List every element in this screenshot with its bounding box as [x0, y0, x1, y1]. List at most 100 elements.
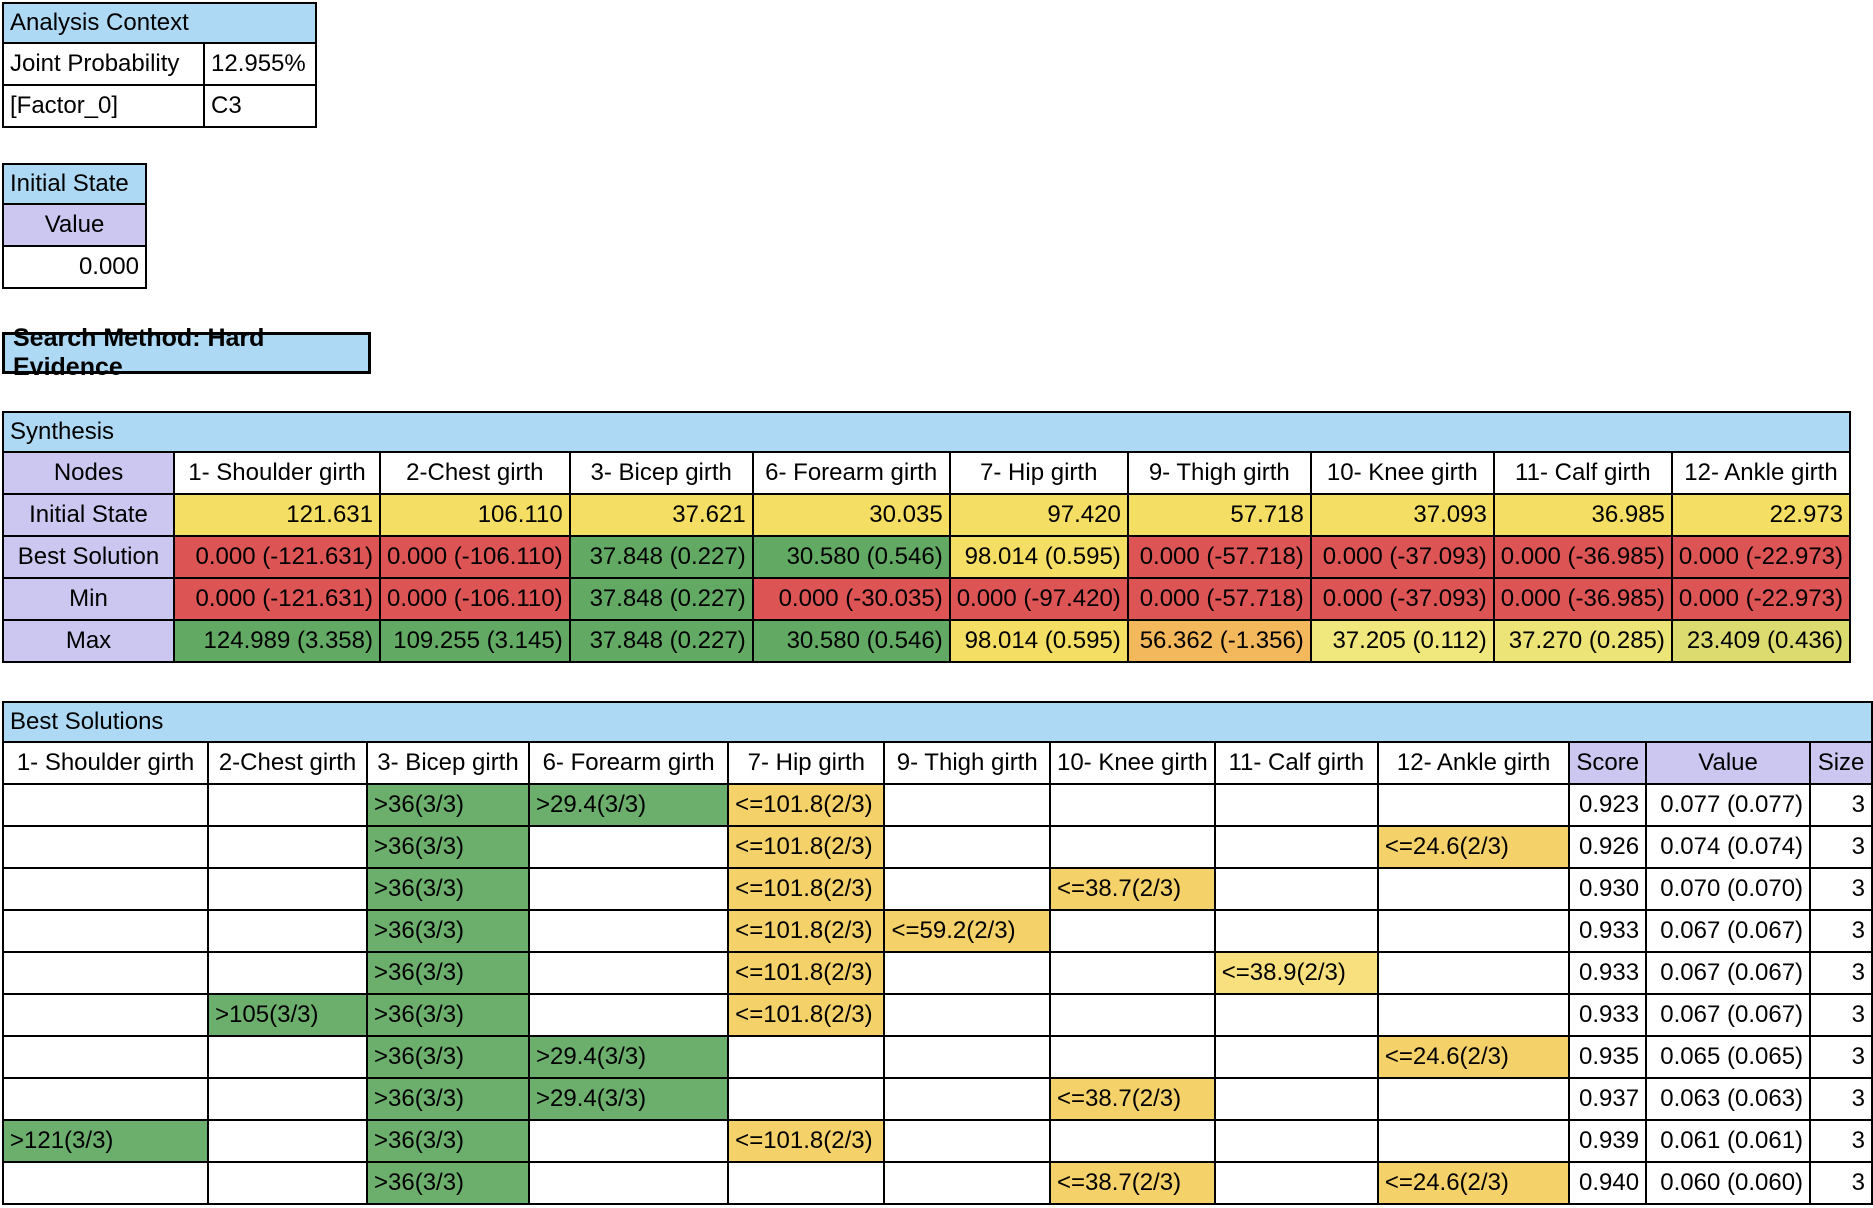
best-solutions-column-header: Value: [1645, 741, 1812, 785]
synthesis-cell: 22.973: [1670, 493, 1852, 537]
synthesis-cell: 30.580 (0.546): [751, 535, 951, 579]
solution-condition-cell: <=101.8(2/3): [727, 951, 886, 995]
synthesis-cell: 37.093: [1309, 493, 1495, 537]
joint-probability-label: Joint Probability: [2, 42, 205, 86]
synthesis-cell: 0.000 (-57.718): [1126, 577, 1312, 621]
solution-value-cell: 0.061 (0.061): [1645, 1119, 1812, 1163]
initial-state-value-header: Value: [2, 203, 147, 247]
synthesis-cell: 37.270 (0.285): [1492, 619, 1673, 663]
solution-condition-cell: >29.4(3/3): [528, 783, 730, 827]
solution-condition-cell: [1, 951, 210, 995]
solution-condition-cell: [883, 993, 1051, 1037]
solution-condition-cell: [1, 993, 210, 1037]
solution-condition-cell: >29.4(3/3): [528, 1077, 730, 1121]
solution-condition-cell: <=101.8(2/3): [727, 867, 886, 911]
synthesis-column-header: 3- Bicep girth: [568, 451, 754, 495]
best-solutions-column-header: 1- Shoulder girth: [1, 741, 210, 785]
solution-condition-cell: >36(3/3): [365, 825, 531, 869]
solution-condition-cell: [883, 1119, 1051, 1163]
solution-condition-cell: [207, 1119, 368, 1163]
solution-condition-cell: <=101.8(2/3): [727, 783, 886, 827]
synthesis-row-label: Min: [2, 577, 175, 621]
factor-value: C3: [203, 84, 317, 128]
synthesis-cell: 0.000 (-22.973): [1670, 535, 1852, 579]
best-solutions-row: >121(3/3) >36(3/3) <=101.8(2/3) 0.939 0.061 …: [1, 1119, 1873, 1163]
solution-condition-cell: [883, 783, 1051, 827]
solution-condition-cell: <=101.8(2/3): [727, 1119, 886, 1163]
solution-condition-cell: [528, 867, 730, 911]
solution-condition-cell: <=38.9(2/3): [1213, 951, 1379, 995]
solution-condition-cell: [1376, 909, 1571, 953]
solution-condition-cell: [528, 909, 730, 953]
synthesis-cell: 121.631: [173, 493, 381, 537]
synthesis-cell: 0.000 (-37.093): [1309, 535, 1495, 579]
solution-condition-cell: [1213, 1161, 1379, 1205]
solution-condition-cell: <=101.8(2/3): [727, 909, 886, 953]
solution-condition-cell: [1, 1077, 210, 1121]
solution-condition-cell: [1, 825, 210, 869]
synthesis-column-header: 11- Calf girth: [1492, 451, 1673, 495]
best-solutions-row: >36(3/3) <=101.8(2/3) <=38.7(2/3) 0.930 0.07…: [1, 867, 1873, 911]
solution-condition-cell: [1213, 993, 1379, 1037]
solution-score-cell: 0.937: [1568, 1077, 1648, 1121]
synthesis-cell: 0.000 (-57.718): [1126, 535, 1312, 579]
solution-condition-cell: [883, 825, 1051, 869]
solution-size-cell: 3: [1809, 993, 1873, 1037]
analysis-context-table: Analysis Context Joint Probability 12.95…: [2, 2, 317, 128]
solution-condition-cell: >36(3/3): [365, 951, 531, 995]
solution-value-cell: 0.060 (0.060): [1645, 1161, 1812, 1205]
solution-condition-cell: [207, 1077, 368, 1121]
solution-condition-cell: [207, 867, 368, 911]
solution-condition-cell: [883, 867, 1051, 911]
synthesis-column-header: 10- Knee girth: [1309, 451, 1495, 495]
solution-condition-cell: [1048, 1119, 1216, 1163]
solution-score-cell: 0.933: [1568, 993, 1648, 1037]
solution-condition-cell: [528, 1119, 730, 1163]
solution-size-cell: 3: [1809, 783, 1873, 827]
solution-condition-cell: >36(3/3): [365, 993, 531, 1037]
solution-score-cell: 0.926: [1568, 825, 1648, 869]
solution-condition-cell: [1048, 993, 1216, 1037]
solution-value-cell: 0.074 (0.074): [1645, 825, 1812, 869]
synthesis-cell: 0.000 (-106.110): [379, 577, 571, 621]
synthesis-row-label: Best Solution: [2, 535, 175, 579]
factor-label: [Factor_0]: [2, 84, 205, 128]
synthesis-cell: 30.035: [751, 493, 951, 537]
solution-condition-cell: [1213, 1035, 1379, 1079]
solution-condition-cell: >29.4(3/3): [528, 1035, 730, 1079]
solution-condition-cell: [1213, 1077, 1379, 1121]
synthesis-cell: 0.000 (-97.420): [948, 577, 1129, 621]
solution-condition-cell: [1048, 909, 1216, 953]
solution-condition-cell: >36(3/3): [365, 867, 531, 911]
synthesis-column-header: 9- Thigh girth: [1126, 451, 1312, 495]
solution-condition-cell: [727, 1077, 886, 1121]
solution-value-cell: 0.067 (0.067): [1645, 909, 1812, 953]
synthesis-row-label: Max: [2, 619, 175, 663]
synthesis-column-header: 12- Ankle girth: [1670, 451, 1852, 495]
solution-score-cell: 0.935: [1568, 1035, 1648, 1079]
solution-condition-cell: <=38.7(2/3): [1048, 1161, 1216, 1205]
solution-value-cell: 0.077 (0.077): [1645, 783, 1812, 827]
synthesis-row: Max 124.989 (3.358) 109.255 (3.145) 37.848 …: [2, 619, 1852, 663]
solution-condition-cell: >36(3/3): [365, 1035, 531, 1079]
solution-size-cell: 3: [1809, 1035, 1873, 1079]
solution-size-cell: 3: [1809, 1119, 1873, 1163]
solution-condition-cell: [528, 951, 730, 995]
solution-size-cell: 3: [1809, 1161, 1873, 1205]
initial-state-table: Initial State Value 0.000: [2, 163, 147, 289]
solution-condition-cell: >36(3/3): [365, 909, 531, 953]
best-solutions-row: >36(3/3) >29.4(3/3) <=101.8(2/3) 0.923 0.077…: [1, 783, 1873, 827]
solution-condition-cell: [1, 1035, 210, 1079]
solution-score-cell: 0.939: [1568, 1119, 1648, 1163]
solution-value-cell: 0.070 (0.070): [1645, 867, 1812, 911]
solution-condition-cell: [883, 1161, 1051, 1205]
synthesis-cell: 0.000 (-22.973): [1670, 577, 1852, 621]
synthesis-cell: 0.000 (-37.093): [1309, 577, 1495, 621]
synthesis-cell: 0.000 (-30.035): [751, 577, 951, 621]
solution-size-cell: 3: [1809, 825, 1873, 869]
solution-score-cell: 0.933: [1568, 909, 1648, 953]
best-solutions-title: Best Solutions: [2, 701, 1873, 743]
solution-condition-cell: [1376, 1119, 1571, 1163]
synthesis-cell: 98.014 (0.595): [948, 619, 1129, 663]
